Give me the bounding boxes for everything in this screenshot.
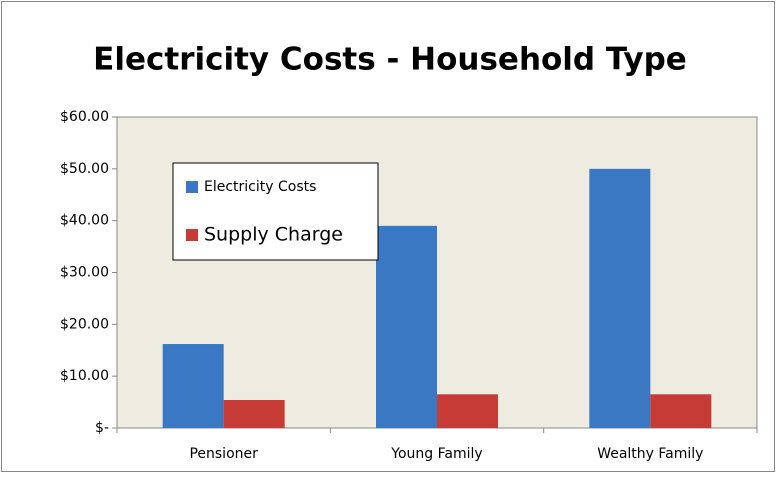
y-tick-label: $20.00 bbox=[60, 316, 109, 332]
y-tick-label: $60.00 bbox=[60, 109, 109, 125]
x-tick-label: Wealthy Family bbox=[597, 446, 703, 462]
legend-swatch bbox=[186, 229, 198, 241]
x-tick-label: Young Family bbox=[390, 446, 482, 462]
bar bbox=[376, 225, 437, 428]
y-tick-label: $30.00 bbox=[60, 265, 109, 281]
y-tick-label: $- bbox=[95, 420, 109, 436]
legend-label: Electricity Costs bbox=[204, 179, 316, 195]
chart-title: Electricity Costs - Household Type bbox=[93, 42, 687, 78]
x-tick-label: Pensioner bbox=[189, 446, 258, 462]
bar bbox=[162, 344, 224, 428]
legend-swatch bbox=[186, 181, 198, 193]
bar bbox=[650, 394, 712, 428]
legend-box bbox=[172, 162, 379, 261]
y-tick-label: $50.00 bbox=[60, 161, 109, 177]
legend-label: Supply Charge bbox=[204, 224, 343, 246]
bar bbox=[223, 400, 285, 428]
y-tick-label: $10.00 bbox=[60, 368, 109, 384]
bar bbox=[437, 394, 498, 428]
y-tick-label: $40.00 bbox=[60, 213, 109, 229]
bar bbox=[589, 168, 651, 429]
